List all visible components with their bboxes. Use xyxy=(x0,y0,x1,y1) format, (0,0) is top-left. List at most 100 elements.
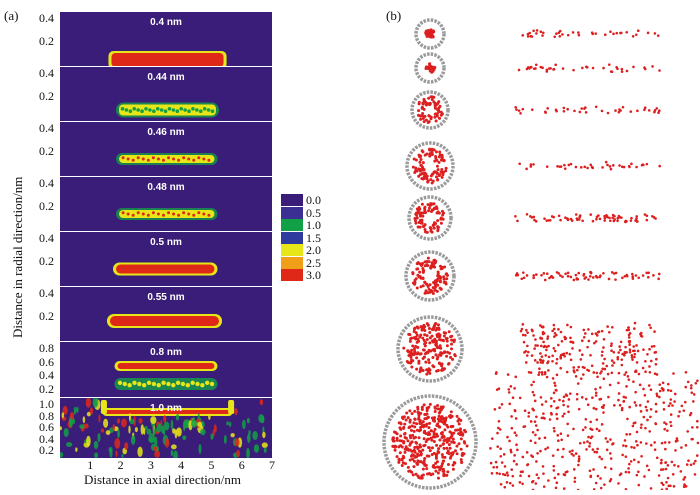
density-speckle xyxy=(198,109,203,113)
water-molecule xyxy=(440,158,444,162)
water-molecule xyxy=(651,215,654,218)
density-strip: 0.4 nm xyxy=(60,11,272,67)
water-molecule xyxy=(612,219,616,223)
legend-swatch xyxy=(281,269,303,281)
water-molecule xyxy=(436,403,440,407)
water-molecule xyxy=(545,348,548,352)
water-molecule xyxy=(577,271,581,275)
x-tick-label: 1 xyxy=(87,458,94,472)
molecular-snapshots xyxy=(382,18,700,490)
legend-label: 3.0 xyxy=(306,268,321,282)
water-molecule xyxy=(618,164,621,167)
water-molecule xyxy=(428,66,432,70)
water-molecule xyxy=(669,420,672,424)
water-molecule xyxy=(393,445,397,449)
water-molecule xyxy=(460,460,464,464)
water-molecule xyxy=(436,225,440,229)
density-speckle xyxy=(120,107,125,111)
density-speckle xyxy=(85,398,91,408)
water-molecule xyxy=(532,29,535,33)
water-molecule xyxy=(422,338,426,342)
density-peak xyxy=(172,157,176,161)
water-molecule xyxy=(595,371,599,375)
water-molecule xyxy=(632,458,636,462)
water-molecule xyxy=(629,219,633,222)
water-molecule xyxy=(412,157,416,161)
water-molecule xyxy=(458,428,462,432)
water-molecule xyxy=(669,484,672,488)
water-molecule xyxy=(441,265,445,269)
water-molecule xyxy=(634,440,638,443)
density-speckle xyxy=(176,427,182,437)
water-molecule xyxy=(427,445,431,449)
water-molecule xyxy=(612,361,616,364)
water-molecule xyxy=(660,458,663,462)
water-molecule xyxy=(431,29,435,33)
density-speckle xyxy=(153,446,158,451)
water-molecule xyxy=(637,276,641,280)
legend-entry: 2.0 xyxy=(281,244,341,256)
y-tick-label: 0.4 xyxy=(39,286,54,300)
water-molecule xyxy=(413,217,417,221)
water-molecule xyxy=(412,465,416,469)
water-molecule xyxy=(538,371,541,374)
water-molecule xyxy=(672,485,676,488)
water-molecule xyxy=(437,211,441,215)
water-molecule xyxy=(569,358,573,362)
water-molecule xyxy=(532,215,536,219)
water-molecule xyxy=(536,361,539,364)
water-molecule xyxy=(590,364,594,368)
water-molecule xyxy=(598,217,602,221)
water-molecule xyxy=(588,445,591,448)
water-molecule xyxy=(422,348,426,352)
water-molecule xyxy=(522,425,526,429)
water-molecule xyxy=(425,338,429,342)
water-molecule xyxy=(456,428,460,432)
density-speckle xyxy=(163,421,170,431)
water-molecule xyxy=(423,443,427,447)
water-molecule xyxy=(421,336,425,340)
water-molecule xyxy=(655,456,659,460)
water-molecule xyxy=(534,344,537,347)
water-molecule xyxy=(558,34,562,38)
water-molecule xyxy=(426,351,430,355)
water-molecule xyxy=(622,399,626,403)
density-speckle xyxy=(94,452,99,458)
strip-title: 0.44 nm xyxy=(147,72,185,83)
water-molecule xyxy=(427,209,431,213)
water-molecule xyxy=(530,108,534,111)
water-molecule xyxy=(616,67,619,71)
water-molecule xyxy=(592,371,596,374)
water-molecule xyxy=(410,365,414,369)
water-molecule xyxy=(415,267,419,271)
water-molecule xyxy=(411,272,415,276)
water-molecule xyxy=(516,219,519,223)
water-molecule xyxy=(401,454,405,458)
y-tick-label: 1.0 xyxy=(39,397,54,411)
density-speckle xyxy=(140,109,144,113)
water-molecule xyxy=(606,372,610,376)
water-molecule xyxy=(438,335,442,339)
y-tick-label: 0.4 xyxy=(39,431,54,446)
water-molecule xyxy=(450,338,454,342)
x-axis-label: Distance in axial direction/nm xyxy=(84,472,242,487)
y-tick-label: 0.6 xyxy=(39,354,54,369)
water-molecule xyxy=(433,104,437,108)
water-molecule xyxy=(531,455,535,459)
water-molecule xyxy=(658,109,661,113)
water-molecule xyxy=(417,109,421,113)
water-molecule xyxy=(525,451,529,454)
water-molecule xyxy=(572,278,576,282)
water-molecule xyxy=(441,338,445,342)
water-molecule xyxy=(447,452,451,456)
water-molecule xyxy=(666,476,670,480)
water-molecule xyxy=(651,65,654,68)
water-molecule xyxy=(543,278,547,282)
water-molecule xyxy=(553,332,557,335)
water-molecule xyxy=(609,167,613,171)
water-molecule xyxy=(533,420,537,423)
water-molecule xyxy=(540,355,544,358)
legend-label: 2.5 xyxy=(306,255,321,270)
density-speckle xyxy=(136,108,140,112)
water-molecule xyxy=(412,448,416,452)
